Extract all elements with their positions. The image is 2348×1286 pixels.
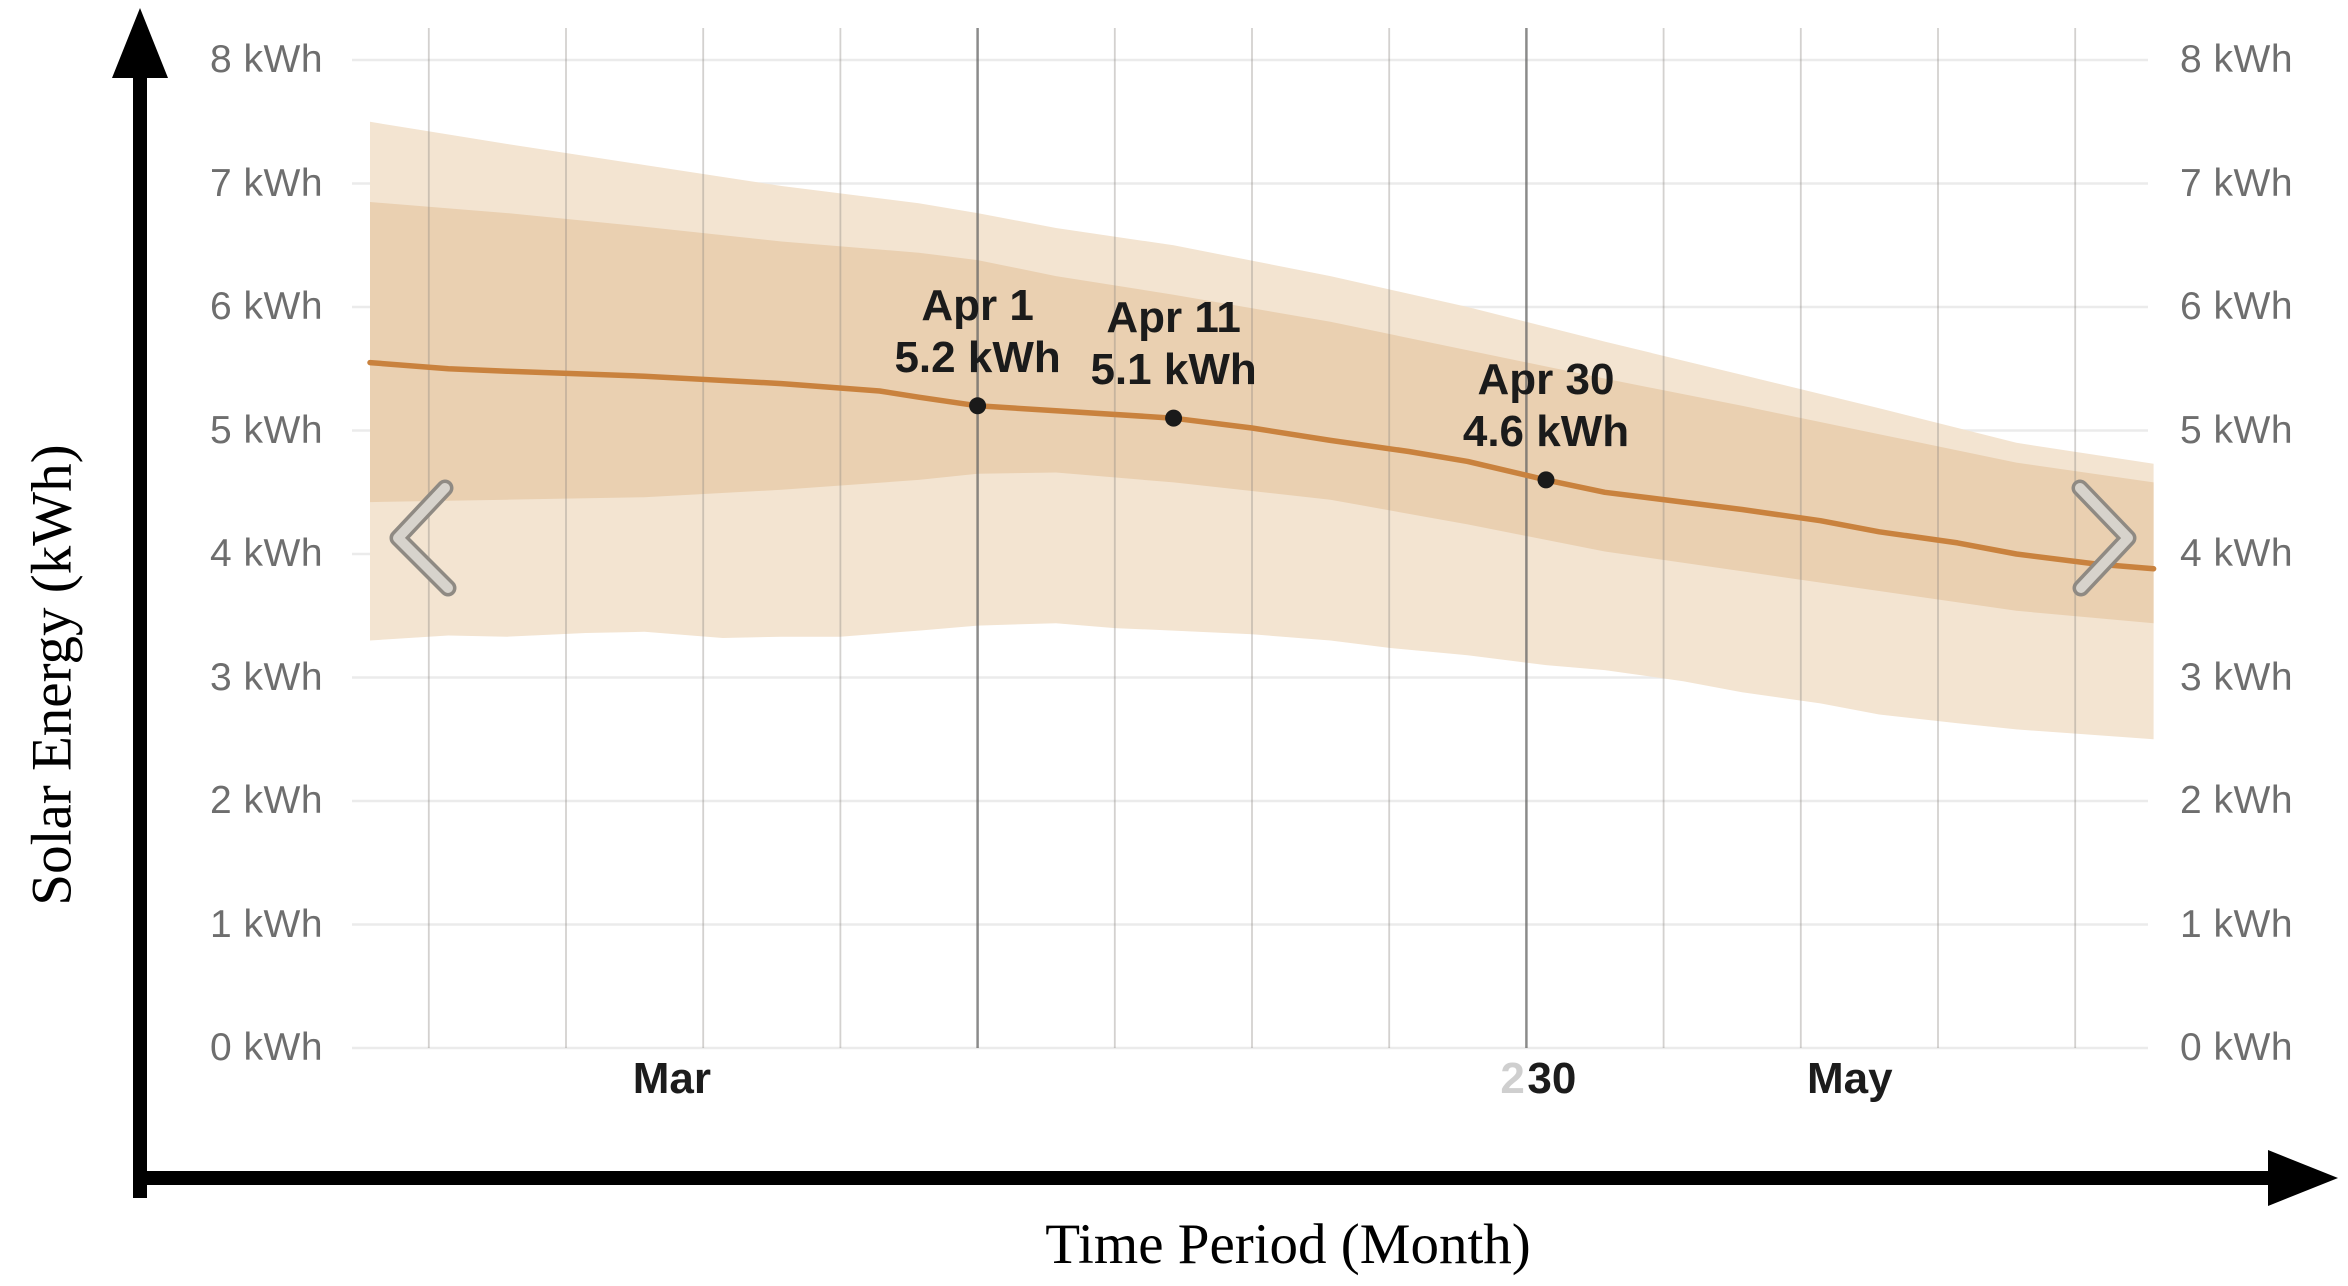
annotation-apr-30: Apr 30 4.6 kWh bbox=[1463, 354, 1629, 458]
x-tick-label: May bbox=[1807, 1054, 1893, 1103]
chevron-right-icon-fill bbox=[2075, 483, 2133, 593]
x-tick-label-ghost: 2 bbox=[1500, 1054, 1525, 1103]
annotation-date: Apr 11 bbox=[1106, 293, 1241, 343]
scroll-right-button[interactable] bbox=[2062, 474, 2152, 604]
y-tick-label-right: 3 kWh bbox=[2180, 655, 2294, 699]
annotation-value: 5.2 kWh bbox=[894, 332, 1061, 382]
median-forecast-line bbox=[367, 359, 2157, 572]
data-point-dot bbox=[1537, 471, 1555, 489]
confidence-band-inner bbox=[370, 202, 2154, 624]
y-tick-label-left: 6 kWh bbox=[210, 285, 324, 328]
x-axis-line bbox=[133, 1171, 2273, 1185]
y-tick-label-left: 8 kWh bbox=[210, 38, 324, 81]
annotation-date: Apr 1 bbox=[921, 280, 1034, 330]
x-tick-label: 30 bbox=[1527, 1054, 1577, 1103]
annotation-apr-11: Apr 11 5.1 kWh bbox=[1090, 292, 1256, 396]
x-axis-title: Time Period (Month) bbox=[1045, 1213, 1531, 1276]
annotation-value: 4.6 kWh bbox=[1462, 406, 1630, 456]
y-tick-label-right: 4 kWh bbox=[2180, 532, 2294, 575]
y-tick-label-right: 0 kWh bbox=[2180, 1026, 2294, 1069]
chevron-left-icon-fill bbox=[393, 483, 453, 593]
y-tick-label-left: 5 kWh bbox=[210, 408, 324, 452]
scroll-left-button[interactable] bbox=[383, 474, 473, 604]
y-axis-arrowhead-icon bbox=[112, 8, 168, 78]
y-tick-label-right: 1 kWh bbox=[2180, 902, 2294, 946]
y-tick-label-left: 2 kWh bbox=[210, 779, 324, 822]
data-point-dot bbox=[1165, 409, 1183, 427]
y-tick-label-right: 7 kWh bbox=[2180, 161, 2294, 205]
chevron-right-icon bbox=[2071, 479, 2137, 597]
y-tick-label-right: 8 kWh bbox=[2180, 38, 2294, 81]
y-tick-label-right: 2 kWh bbox=[2180, 779, 2294, 822]
x-axis-arrowhead-icon bbox=[2268, 1150, 2338, 1206]
x-tick-label: Mar bbox=[632, 1054, 711, 1103]
annotation-date: Apr 30 bbox=[1477, 355, 1615, 405]
y-tick-label-right: 6 kWh bbox=[2180, 285, 2294, 328]
y-axis-title: Solar Energy (kWh) bbox=[20, 444, 84, 906]
y-tick-label-left: 4 kWh bbox=[210, 532, 324, 575]
annotation-apr-1: Apr 1 5.2 kWh bbox=[894, 280, 1060, 384]
annotation-value: 5.1 kWh bbox=[1090, 345, 1257, 395]
axes bbox=[112, 8, 2338, 1206]
y-tick-label-left: 1 kWh bbox=[210, 902, 324, 946]
y-tick-label-left: 7 kWh bbox=[210, 161, 324, 205]
chevron-left-icon bbox=[389, 479, 457, 597]
y-tick-label-right: 5 kWh bbox=[2180, 408, 2294, 452]
data-point-dot bbox=[969, 397, 987, 415]
y-tick-label-left: 3 kWh bbox=[210, 655, 324, 699]
y-axis-line bbox=[133, 70, 147, 1198]
y-tick-label-left: 0 kWh bbox=[210, 1026, 324, 1069]
